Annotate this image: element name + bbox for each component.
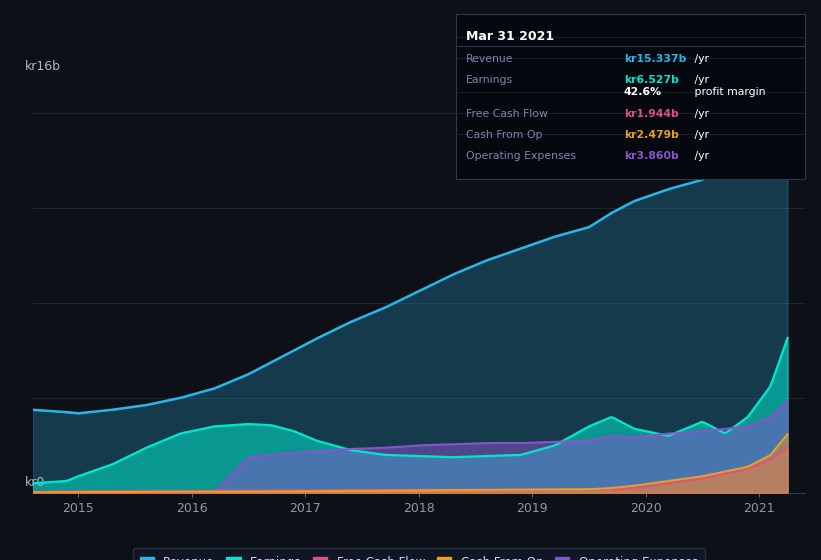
Legend: Revenue, Earnings, Free Cash Flow, Cash From Op, Operating Expenses: Revenue, Earnings, Free Cash Flow, Cash …: [132, 548, 705, 560]
Text: kr0: kr0: [25, 476, 45, 489]
Text: Earnings: Earnings: [466, 75, 512, 85]
Text: kr6.527b: kr6.527b: [624, 75, 679, 85]
Text: Operating Expenses: Operating Expenses: [466, 151, 576, 161]
Text: Mar 31 2021: Mar 31 2021: [466, 30, 553, 43]
Text: kr16b: kr16b: [25, 60, 61, 73]
Text: Cash From Op: Cash From Op: [466, 130, 542, 140]
Text: /yr: /yr: [691, 130, 709, 140]
Text: kr1.944b: kr1.944b: [624, 109, 679, 119]
Text: Free Cash Flow: Free Cash Flow: [466, 109, 548, 119]
Text: kr3.860b: kr3.860b: [624, 151, 679, 161]
Text: /yr: /yr: [691, 151, 709, 161]
Text: Revenue: Revenue: [466, 54, 513, 64]
Text: kr15.337b: kr15.337b: [624, 54, 686, 64]
Text: /yr: /yr: [691, 109, 709, 119]
Text: kr2.479b: kr2.479b: [624, 130, 679, 140]
Text: /yr: /yr: [691, 54, 709, 64]
Text: /yr: /yr: [691, 75, 709, 85]
Text: profit margin: profit margin: [691, 87, 766, 97]
Text: 42.6%: 42.6%: [624, 87, 662, 97]
